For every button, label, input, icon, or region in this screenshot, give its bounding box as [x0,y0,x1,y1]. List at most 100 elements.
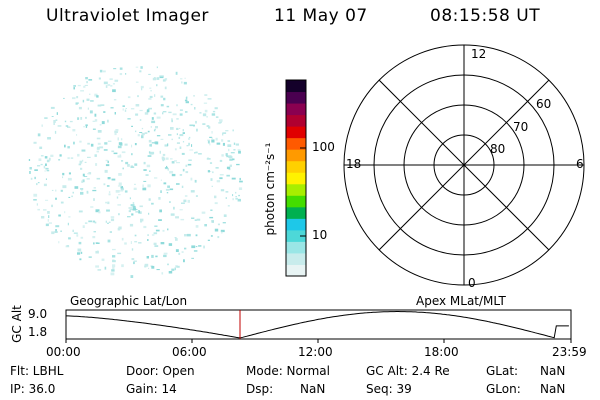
aurora-speckle [148,151,151,154]
aurora-speckle [85,77,88,80]
aurora-speckle [103,183,106,186]
aurora-speckle [64,211,66,214]
aurora-speckle [143,161,146,165]
aurora-speckle [99,69,103,73]
aurora-speckle [134,163,138,166]
aurora-speckle [107,201,110,205]
aurora-speckle [129,209,133,211]
aurora-speckle [222,142,225,146]
aurora-speckle [67,146,70,149]
aurora-speckle [153,112,157,115]
aurora-speckle [180,218,185,221]
aurora-speckle [110,85,113,87]
aurora-speckle [176,133,178,136]
aurora-speckle [145,174,149,176]
aurora-speckle [147,130,150,133]
aurora-speckle [235,191,237,194]
aurora-speckle [162,79,166,82]
aurora-speckle [171,268,175,271]
aurora-speckle [190,103,193,106]
aurora-speckle [112,83,115,85]
aurora-speckle [206,158,211,160]
ip-readout: IP: 36.0 [10,382,56,396]
aurora-speckle [81,188,83,191]
aurora-speckle [167,167,169,171]
aurora-speckle [122,105,125,107]
colorbar-band [286,114,306,127]
aurora-speckle [215,116,219,118]
aurora-speckle [94,93,98,97]
aurora-speckle [146,164,151,168]
aurora-speckle [68,172,71,175]
aurora-speckle [60,189,63,192]
aurora-speckle [160,179,162,181]
aurora-speckle [58,159,61,161]
aurora-speckle [166,105,170,108]
aurora-speckle [100,104,105,106]
timeline-tick-label-0600: 06:00 [172,345,207,359]
aurora-speckle [140,218,144,222]
aurora-speckle [130,241,132,244]
aurora-speckle [112,255,116,258]
aurora-speckle [160,104,164,107]
aurora-speckle [175,71,178,75]
aurora-speckle [84,84,88,86]
aurora-speckle [125,73,127,75]
aurora-speckle [67,222,69,226]
aurora-speckle [85,116,87,119]
aurora-speckle [193,124,195,127]
aurora-speckle [89,93,91,95]
aurora-speckle [148,267,150,269]
aurora-speckle [93,242,95,245]
aurora-speckle [146,256,149,259]
aurora-speckle [135,113,139,116]
aurora-speckle [103,111,106,113]
aurora-speckle [118,213,120,216]
colorbar-band [286,80,306,93]
aurora-speckle [98,211,101,214]
aurora-speckle [66,245,69,247]
aurora-speckle [195,246,198,248]
aurora-speckle [221,139,224,142]
aurora-speckle [63,97,65,99]
aurora-speckle [184,99,188,102]
aurora-speckle [55,225,60,228]
aurora-speckle [169,201,171,203]
aurora-speckle [40,163,43,166]
aurora-speckle [195,195,198,197]
aurora-speckle [115,190,120,193]
aurora-speckle [170,127,174,130]
aurora-speckle [53,122,55,125]
colorbar-band [286,241,306,254]
aurora-speckle [211,137,213,139]
aurora-speckle [112,267,115,269]
aurora-speckle [203,102,208,104]
aurora-speckle [131,153,133,156]
aurora-speckle [176,127,179,130]
aurora-speckle [165,188,170,191]
aurora-speckle [104,142,108,145]
aurora-speckle [76,134,78,136]
polar-diagonal-2 [378,79,550,251]
aurora-speckle [68,126,71,128]
aurora-speckle [173,206,175,210]
aurora-speckle [94,119,98,122]
aurora-speckle [112,248,116,251]
aurora-speckle [226,166,231,170]
aurora-speckle [43,209,47,211]
aurora-speckle [162,157,166,161]
aurora-speckle [87,156,91,158]
aurora-speckle [54,130,57,134]
aurora-speckle [158,197,161,200]
aurora-speckle [139,70,142,73]
aurora-speckle [129,197,131,200]
aurora-speckle [131,125,133,127]
aurora-speckle [171,118,173,121]
aurora-speckle [78,163,82,166]
aurora-speckle [88,256,92,258]
time-label: 08:15:58 UT [430,6,541,26]
aurora-speckle [181,251,184,253]
aurora-speckle [159,150,161,154]
aurora-speckle [114,79,119,82]
aurora-speckle [232,198,234,201]
